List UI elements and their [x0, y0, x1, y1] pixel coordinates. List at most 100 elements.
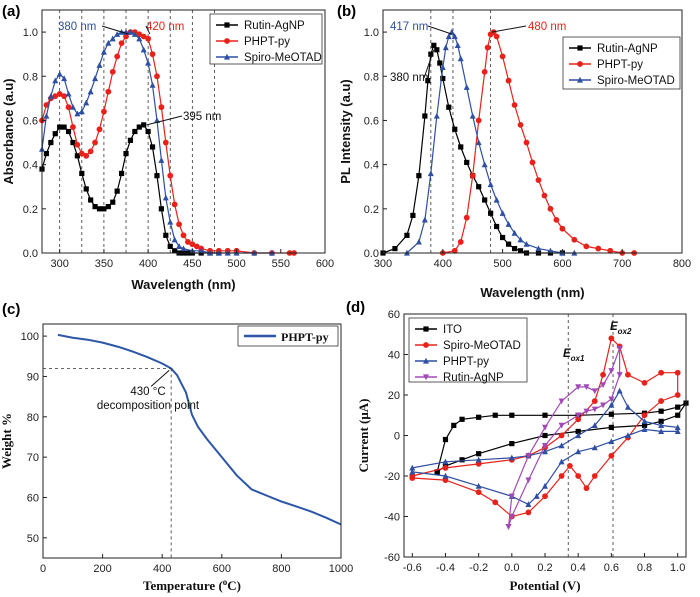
x-axis-title-c-unit: C): [227, 578, 241, 593]
data-point-d-rutin-agnp-14: [591, 406, 598, 413]
legend-marker-d-rutin-agnp: [423, 374, 429, 381]
legend-marker-d-phpt-py: [423, 357, 429, 364]
y-tick-label-b-1: 0.2: [364, 204, 379, 216]
data-point-a-spiro-meotad-32: [180, 245, 187, 252]
x-tick-label-c-2: 400: [153, 563, 171, 575]
y-tick-label-c-0: 50: [27, 533, 39, 545]
data-point-d-spiro-meotad-12: [625, 371, 631, 378]
plot-frame-c: [42, 323, 342, 559]
y-axis-title-b: PL Intensity (a.u): [338, 79, 353, 184]
data-point-a-rutin-agnp-14: [101, 206, 107, 212]
x-tick-label-c-5: 1000: [329, 563, 353, 575]
axis-ticks-d: -0.6 -0.4 -0.2 0.0 0.2 0.4 0.6 0.8 1.0 -60 -40 -20 0…: [384, 309, 685, 574]
y-tick-label-c-5: 100: [21, 331, 39, 343]
data-point-b-phpt-py-1: [451, 247, 458, 254]
data-point-a-phpt-py-3: [52, 93, 59, 100]
data-point-a-phpt-py-4: [56, 91, 63, 97]
data-point-b-rutin-agnp-2: [404, 232, 410, 238]
data-point-a-rutin-agnp-17: [114, 188, 120, 194]
annotation-decomposition: decomposition point: [97, 400, 200, 412]
data-point-d-ito-14: [675, 412, 681, 418]
panel-label-c: (c): [2, 301, 20, 318]
data-point-d-spiro-meotad-7: [575, 416, 582, 423]
data-point-b-rutin-agnp-21: [500, 234, 506, 241]
data-point-d-rutin-agnp-2: [525, 453, 532, 459]
data-point-a-spiro-meotad-27: [158, 157, 165, 163]
panel-d-cyclic-voltammetry: (d) Potential (V) Current (μA) -0.6 -0.4-…: [346, 299, 689, 593]
data-point-a-phpt-py-14: [101, 108, 107, 115]
annotation-480nm: 480 nm: [528, 21, 566, 33]
data-point-d-spiro-meotad-29: [492, 499, 499, 506]
x-tick-label-a-2: 400: [139, 258, 157, 270]
x-axis-title-b: Wavelength (nm): [480, 285, 584, 300]
data-point-b-rutin-agnp-24: [517, 248, 524, 254]
data-point-d-ito-12: [675, 404, 681, 410]
panel-label-a: (a): [2, 3, 20, 20]
data-point-b-rutin-agnp-23: [511, 245, 518, 252]
data-point-a-rutin-agnp-8: [74, 153, 80, 159]
data-point-d-ito-11: [658, 408, 664, 414]
data-point-d-ito-21: [476, 451, 482, 457]
data-point-b-spiro-meotad-14: [475, 139, 482, 146]
y-tick-label-d-1: -40: [384, 512, 400, 524]
data-point-a-rutin-agnp-11: [88, 197, 94, 203]
data-point-a-phpt-py-12: [92, 139, 98, 146]
x-tick-label-b-2: 500: [493, 258, 511, 270]
data-point-d-ito-22: [459, 457, 465, 463]
data-point-a-rutin-agnp-1: [43, 150, 50, 157]
data-point-a-phpt-py-6: [65, 104, 72, 111]
data-point-a-spiro-meotad-3: [52, 77, 59, 84]
data-point-a-phpt-py-18: [118, 40, 125, 47]
data-point-d-spiro-meotad-15: [674, 369, 681, 376]
data-point-b-spiro-meotad-2: [421, 216, 428, 223]
data-point-a-spiro-meotad-8: [74, 110, 81, 117]
data-point-d-rutin-agnp-6: [583, 384, 590, 391]
data-point-b-phpt-py-2: [457, 239, 464, 245]
axis-ticks-b: 300 400 500 600 700 800 0.0 0.2 0.4 0.6 0.8 1.0: [364, 27, 691, 270]
data-point-a-spiro-meotad-12: [92, 75, 99, 82]
panel-label-b: (b): [337, 3, 356, 20]
data-point-a-rutin-agnp-23: [141, 122, 147, 128]
data-point-b-rutin-agnp-8: [431, 42, 437, 48]
data-point-b-spiro-meotad-15: [481, 161, 488, 168]
data-point-b-phpt-py-25: [607, 247, 614, 254]
data-point-a-phpt-py-1: [43, 102, 50, 108]
data-point-b-spiro-meotad-7: [445, 33, 452, 40]
data-point-d-rutin-agnp-15: [583, 408, 590, 415]
x-tick-label-d-7: 0.8: [637, 562, 652, 574]
data-point-d-ito-20: [509, 441, 515, 447]
x-tick-label-b-4: 700: [613, 258, 631, 270]
data-point-d-phpt-py-16: [658, 428, 665, 435]
data-point-d-spiro-meotad-1: [442, 465, 449, 471]
data-point-b-phpt-py-10: [493, 33, 500, 40]
data-point-b-phpt-py-18: [541, 192, 548, 199]
data-point-b-phpt-py-22: [571, 236, 578, 243]
data-point-a-rutin-agnp-4: [57, 124, 63, 130]
data-point-d-spiro-meotad-18: [641, 412, 648, 419]
data-point-d-phpt-py-1: [442, 458, 449, 465]
data-point-d-ito-9: [608, 411, 614, 417]
data-point-d-rutin-agnp-20: [508, 513, 515, 520]
data-point-a-phpt-py-23: [140, 33, 147, 40]
legend-d: ITO Spiro-MeOTAD PHPT-py Rutin-AgNP: [408, 317, 528, 384]
data-point-d-phpt-py-9: [608, 401, 615, 408]
data-point-d-ito-16: [641, 422, 648, 428]
data-point-d-spiro-meotad-16: [674, 392, 681, 398]
annotation-arrow-417nm: [427, 25, 453, 35]
data-point-d-phpt-py-23: [542, 482, 548, 489]
data-point-a-rutin-agnp-5: [61, 124, 67, 130]
data-point-a-phpt-py-34: [189, 241, 196, 248]
data-point-d-spiro-meotad-21: [591, 473, 598, 479]
annotation-395nm: 395 nm: [183, 111, 221, 123]
data-point-d-phpt-py-29: [409, 468, 416, 475]
y-tick-label-a-0: 0.0: [23, 248, 38, 260]
data-point-a-spiro-meotad-24: [145, 59, 152, 66]
legend-label-b-phpt-py: PHPT-py: [597, 59, 643, 71]
data-point-d-phpt-py-22: [558, 458, 565, 465]
data-point-a-rutin-agnp-27: [158, 206, 164, 212]
data-point-a-spiro-meotad-23: [140, 46, 147, 53]
y-tick-label-b-4: 0.8: [364, 71, 379, 83]
annotation-e-ox2-main: E: [610, 321, 618, 333]
data-point-d-spiro-meotad-17: [658, 398, 665, 404]
x-tick-label-a-5: 550: [272, 258, 290, 270]
